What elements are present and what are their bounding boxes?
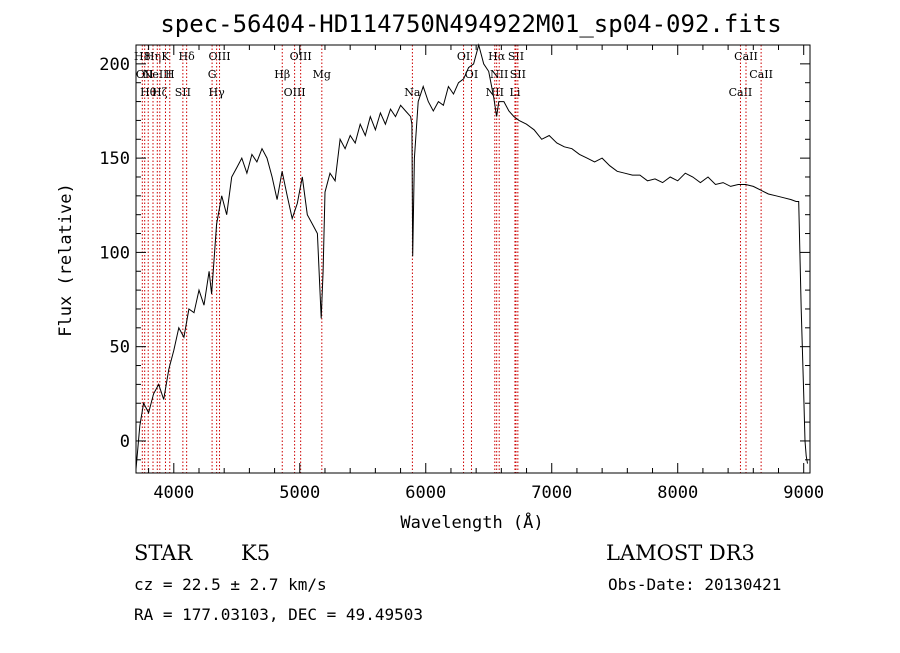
plot-frame (135, 44, 811, 474)
x-axis-ticks: 4000 5000 6000 7000 8000 9000 (148, 45, 824, 503)
line-marker-label: OIII (284, 86, 306, 99)
line-marker-label: CaII (729, 86, 753, 99)
line-marker-label: NeIII (143, 68, 172, 81)
redshift-text: cz = 22.5 ± 2.7 km/s (134, 575, 327, 594)
line-marker-label: Hδ (179, 50, 196, 63)
coordinates: RA = 177.03103, DEC = 49.49503 (134, 605, 423, 624)
obs-date: Obs-Date: 20130421 (608, 575, 781, 594)
line-marker-label: SII (508, 50, 524, 63)
y-tick-label: 150 (99, 149, 130, 169)
y-tick-label: 0 (120, 432, 130, 452)
line-marker-label: OIII (208, 50, 230, 63)
chart-title: spec-56404-HD114750N494922M01_sp04-092.f… (160, 10, 781, 38)
line-marker-label: Mg (313, 68, 331, 81)
line-marker-label: Hα (488, 50, 506, 63)
y-tick-label: 100 (99, 243, 130, 263)
x-tick-label: 7000 (531, 483, 572, 503)
line-marker-label: OI (465, 68, 478, 81)
line-marker-label: Hθ (140, 86, 157, 99)
line-marker-label: NII (486, 86, 504, 99)
y-axis-ticks: 0 50 100 150 200 (99, 55, 810, 461)
survey-name: LAMOST DR3 (606, 541, 755, 565)
line-marker-label: Hβ (274, 68, 290, 81)
line-marker-label: SII (175, 86, 191, 99)
object-class: STAR (134, 541, 193, 565)
line-marker-label: K (161, 50, 170, 63)
line-marker-label: OII (136, 68, 154, 81)
x-tick-label: 6000 (405, 483, 446, 503)
y-tick-label: 50 (110, 338, 130, 358)
line-marker-label: Hζ (152, 86, 168, 99)
y-tick-label: 200 (99, 55, 130, 75)
y-axis-label: Flux (relative) (56, 183, 76, 337)
x-tick-label: 4000 (153, 483, 194, 503)
line-marker-label: CaII (734, 50, 758, 63)
line-marker-label: SII (510, 68, 526, 81)
line-marker-label: Hη (145, 50, 161, 63)
x-tick-label: 8000 (657, 483, 698, 503)
line-marker-label: Hγ (209, 86, 226, 99)
spectrum-series-line (135, 43, 808, 470)
line-marker-label: G (208, 68, 217, 81)
line-marker-label: Li (510, 86, 521, 99)
line-marker-label: OIII (290, 50, 312, 63)
line-marker-label: NII (490, 68, 508, 81)
x-tick-label: 5000 (279, 483, 320, 503)
line-marker-label: OI (457, 50, 470, 63)
line-markers: H8OIIHθHηNeIIIHζKHSIIHδGHγOIIIHβOIIIOIII… (134, 45, 773, 473)
x-axis-label: Wavelength (Å) (400, 511, 543, 533)
line-marker-label: H (165, 68, 175, 81)
x-tick-label: 9000 (783, 483, 824, 503)
line-marker-label: H8 (134, 50, 151, 63)
line-marker-label: CaII (749, 68, 773, 81)
line-marker-label: Na (404, 86, 421, 99)
subclass: K5 (241, 541, 270, 565)
